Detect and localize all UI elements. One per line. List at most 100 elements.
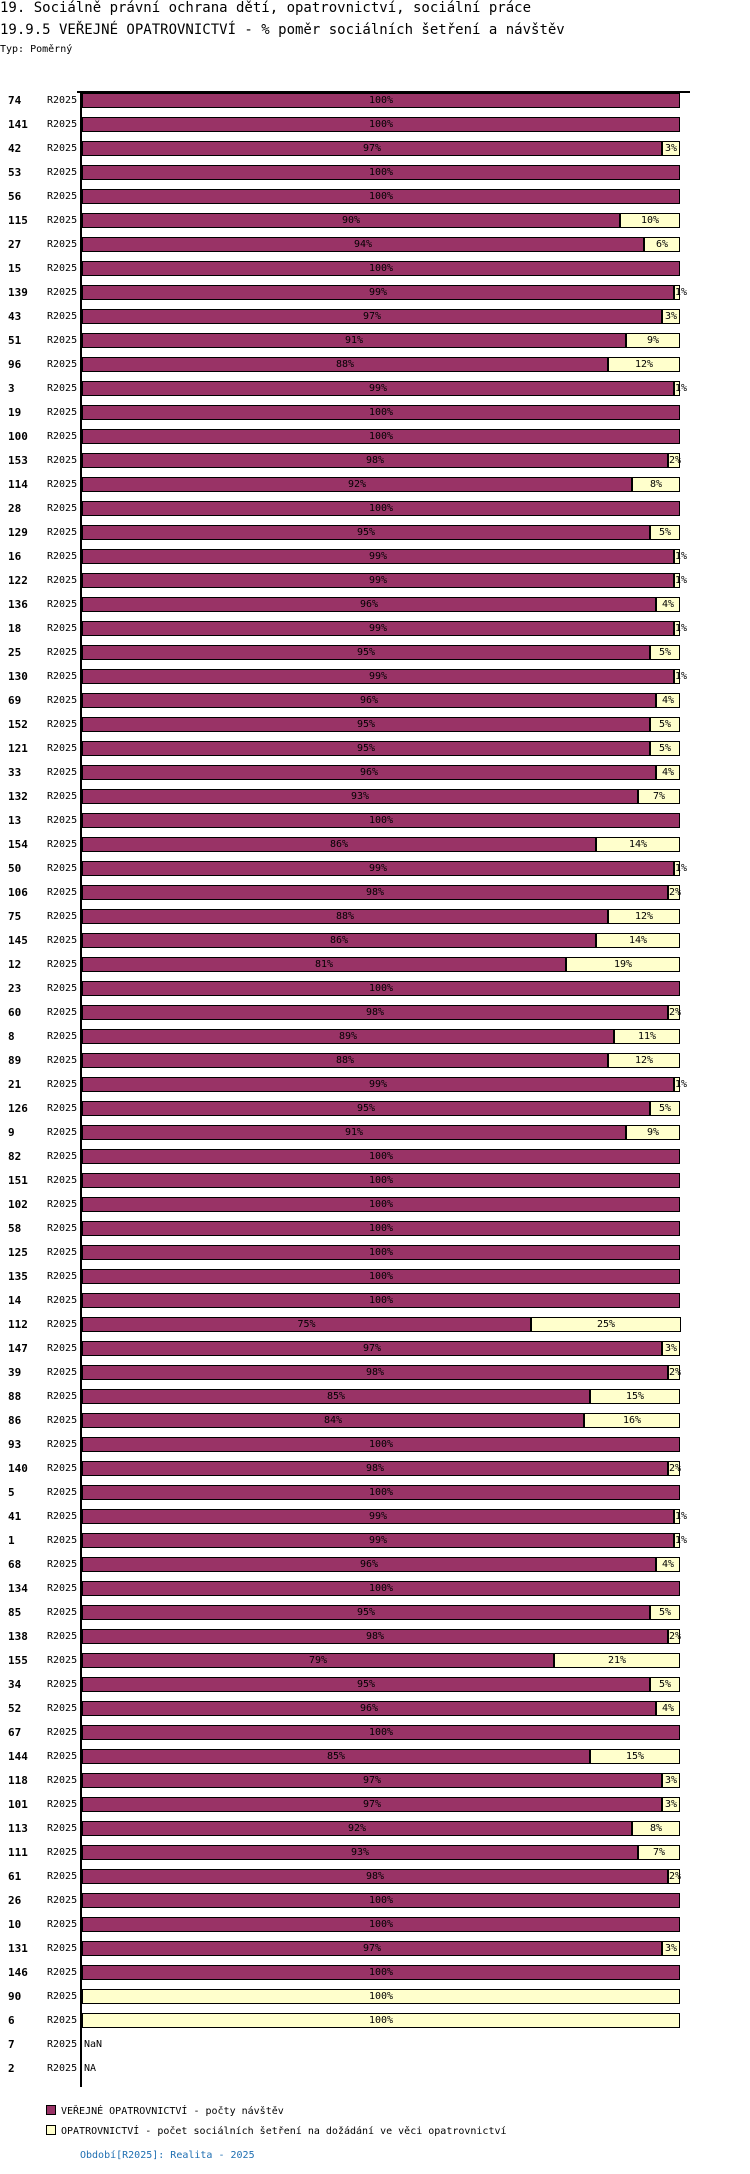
- category-label: 141: [8, 118, 28, 131]
- period-label: R2025: [47, 815, 78, 826]
- bar-segment-visits: 100%: [82, 1197, 680, 1212]
- period-label: R2025: [47, 1487, 78, 1498]
- period-link[interactable]: Období[R2025]: Realita - 2025: [80, 2150, 255, 2161]
- bar-segment-investigations: 5%: [650, 1677, 680, 1692]
- bar-segment-investigations: 1%: [674, 573, 688, 588]
- bar-segment-visits: 97%: [82, 1341, 662, 1356]
- bar-segment-visits: 94%: [82, 237, 644, 252]
- bar-segment-visits: 99%: [82, 1509, 674, 1524]
- category-label: 147: [8, 1342, 28, 1355]
- chart-title: 19.9.5 VEŘEJNÉ OPATROVNICTVÍ - % poměr s…: [0, 22, 565, 38]
- period-label: R2025: [47, 1247, 78, 1258]
- bar-segment-visits: 84%: [82, 1413, 584, 1428]
- bar-segment-investigations: 14%: [596, 837, 680, 852]
- bar-segment-visits: 85%: [82, 1749, 590, 1764]
- bar-segment-investigations: 3%: [662, 1797, 680, 1812]
- bar-segment-investigations: 7%: [638, 789, 680, 804]
- period-label: R2025: [47, 599, 78, 610]
- category-label: 23: [8, 982, 22, 995]
- period-label: R2025: [47, 1223, 78, 1234]
- period-label: R2025: [47, 1727, 78, 1738]
- bar-segment-visits: 90%: [82, 213, 620, 228]
- period-label: R2025: [47, 503, 78, 514]
- bar-segment-visits: 100%: [82, 261, 680, 276]
- category-label: 125: [8, 1246, 28, 1259]
- bar-segment-investigations: 4%: [656, 693, 680, 708]
- bar-segment-investigations: 9%: [626, 333, 680, 348]
- category-label: 93: [8, 1438, 22, 1451]
- category-label: 152: [8, 718, 28, 731]
- category-label: 5: [8, 1486, 15, 1499]
- category-label: 28: [8, 502, 22, 515]
- category-label: 15: [8, 262, 22, 275]
- bar-segment-visits: 100%: [82, 1917, 680, 1932]
- period-label: R2025: [47, 695, 78, 706]
- bar-segment-investigations: 1%: [674, 549, 688, 564]
- category-label: 82: [8, 1150, 22, 1163]
- bar-chart: 74 R2025 100% 141 R2025 100% 42 R2025 97% 3% 53 R20…: [8, 91, 690, 2087]
- bar-segment-investigations: 11%: [614, 1029, 680, 1044]
- bar-segment-visits: 91%: [82, 333, 626, 348]
- bar-segment-visits: 96%: [82, 1701, 656, 1716]
- bar-segment-visits: 100%: [82, 189, 680, 204]
- category-label: 89: [8, 1054, 22, 1067]
- period-label: R2025: [47, 1535, 78, 1546]
- category-label: 100: [8, 430, 28, 443]
- bar-segment-investigations: 7%: [638, 1845, 680, 1860]
- bar-segment-visits: 95%: [82, 741, 650, 756]
- bar-segment-visits: 99%: [82, 285, 674, 300]
- period-label: R2025: [47, 1367, 78, 1378]
- period-label: R2025: [47, 791, 78, 802]
- period-label: R2025: [47, 1967, 78, 1978]
- period-label: R2025: [47, 1919, 78, 1930]
- bar-segment-visits: 81%: [82, 957, 566, 972]
- period-label: R2025: [47, 1679, 78, 1690]
- category-label: 19: [8, 406, 22, 419]
- period-label: R2025: [47, 263, 78, 274]
- period-label: R2025: [47, 1151, 78, 1162]
- bar-segment-visits: 88%: [82, 357, 608, 372]
- period-label: R2025: [47, 527, 78, 538]
- bar-segment-visits: 99%: [82, 861, 674, 876]
- period-label: R2025: [47, 575, 78, 586]
- period-label: R2025: [47, 1463, 78, 1474]
- category-label: 154: [8, 838, 28, 851]
- period-label: R2025: [47, 1511, 78, 1522]
- category-label: 102: [8, 1198, 28, 1211]
- bar-segment-visits: 88%: [82, 909, 608, 924]
- x-axis-line: [77, 91, 690, 93]
- category-label: 75: [8, 910, 22, 923]
- category-label: 74: [8, 94, 22, 107]
- period-label: R2025: [47, 983, 78, 994]
- bar-segment-investigations: 4%: [656, 1701, 680, 1716]
- period-label: R2025: [47, 1943, 78, 1954]
- chart-type: Typ: Poměrný: [0, 44, 73, 55]
- bar-segment-visits: 92%: [82, 477, 632, 492]
- period-label: R2025: [47, 287, 78, 298]
- bar-segment-investigations: 3%: [662, 1341, 680, 1356]
- bar-segment-visits: 98%: [82, 1365, 668, 1380]
- category-label: 139: [8, 286, 28, 299]
- bar-segment-investigations: 21%: [554, 1653, 680, 1668]
- category-label: 1: [8, 1534, 15, 1547]
- bar-segment-visits: 97%: [82, 141, 662, 156]
- bar-segment-investigations: 10%: [620, 213, 680, 228]
- period-label: R2025: [47, 239, 78, 250]
- bar-segment-investigations: 1%: [674, 1077, 688, 1092]
- period-label: R2025: [47, 623, 78, 634]
- bar-segment-investigations: 9%: [626, 1125, 680, 1140]
- category-label: 111: [8, 1846, 28, 1859]
- bar-segment-investigations: 2%: [668, 885, 682, 900]
- category-label: 88: [8, 1390, 22, 1403]
- bar-segment-visits: 93%: [82, 789, 638, 804]
- bar-segment-visits: 100%: [82, 429, 680, 444]
- period-label: R2025: [47, 1823, 78, 1834]
- period-label: R2025: [47, 1127, 78, 1138]
- category-label: 21: [8, 1078, 22, 1091]
- category-label: 52: [8, 1702, 22, 1715]
- category-label: 115: [8, 214, 28, 227]
- bar-segment-investigations: 25%: [531, 1317, 681, 1332]
- bar-segment-visits: 97%: [82, 1797, 662, 1812]
- category-label: 26: [8, 1894, 22, 1907]
- period-label: R2025: [47, 167, 78, 178]
